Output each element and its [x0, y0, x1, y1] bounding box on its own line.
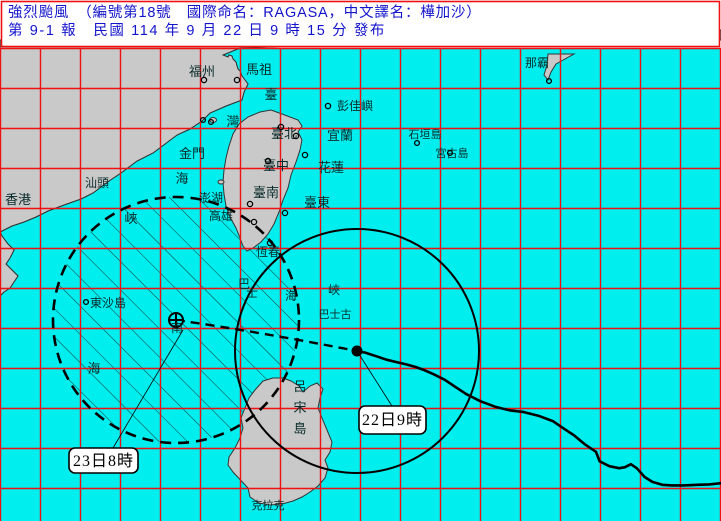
svg-text:強烈颱風 （編號第18號 國際命名：RAGASA，中文譯名：: 強烈颱風 （編號第18號 國際命名：RAGASA，中文譯名：樺加沙） [8, 3, 482, 21]
svg-text:第 9-1 報 民國 114 年 9 月 22 日 9 時: 第 9-1 報 民國 114 年 9 月 22 日 9 時 15 分 發布 [8, 21, 386, 39]
svg-text:峽: 峽 [328, 283, 340, 297]
svg-text:東沙島: 東沙島 [90, 295, 126, 310]
svg-text:巴士古: 巴士古 [319, 308, 352, 321]
svg-text:峽: 峽 [124, 211, 137, 226]
svg-text:臺南: 臺南 [253, 185, 279, 200]
svg-text:22日9時: 22日9時 [362, 411, 423, 429]
svg-text:汕頭: 汕頭 [85, 176, 109, 190]
svg-text:那霸: 那霸 [525, 56, 549, 70]
svg-text:恆春: 恆春 [256, 245, 280, 259]
svg-text:宜蘭: 宜蘭 [327, 128, 353, 143]
svg-text:23日8時: 23日8時 [73, 452, 134, 470]
svg-text:臺東: 臺東 [304, 195, 330, 210]
svg-text:石垣島: 石垣島 [409, 127, 442, 141]
svg-text:彭佳嶼: 彭佳嶼 [337, 99, 373, 113]
svg-text:克拉克: 克拉克 [252, 498, 285, 512]
svg-text:海: 海 [87, 361, 100, 376]
svg-text:香港: 香港 [5, 192, 31, 207]
svg-text:金門: 金門 [179, 146, 205, 161]
svg-text:臺北: 臺北 [271, 126, 297, 141]
svg-text:南: 南 [171, 320, 183, 335]
svg-text:臺中: 臺中 [263, 158, 289, 173]
svg-text:海: 海 [285, 288, 297, 303]
svg-text:海: 海 [175, 171, 188, 186]
svg-text:澎湖: 澎湖 [199, 190, 223, 205]
svg-text:灣: 灣 [226, 114, 239, 129]
svg-text:花蓮: 花蓮 [318, 160, 344, 175]
svg-text:宋: 宋 [293, 400, 306, 415]
svg-text:士: 士 [246, 286, 258, 300]
svg-text:島: 島 [293, 421, 306, 436]
svg-text:呂: 呂 [293, 379, 306, 394]
svg-text:福州: 福州 [189, 64, 215, 79]
svg-text:高雄: 高雄 [209, 208, 233, 223]
svg-text:馬祖: 馬祖 [246, 62, 272, 77]
svg-text:臺: 臺 [264, 87, 277, 102]
